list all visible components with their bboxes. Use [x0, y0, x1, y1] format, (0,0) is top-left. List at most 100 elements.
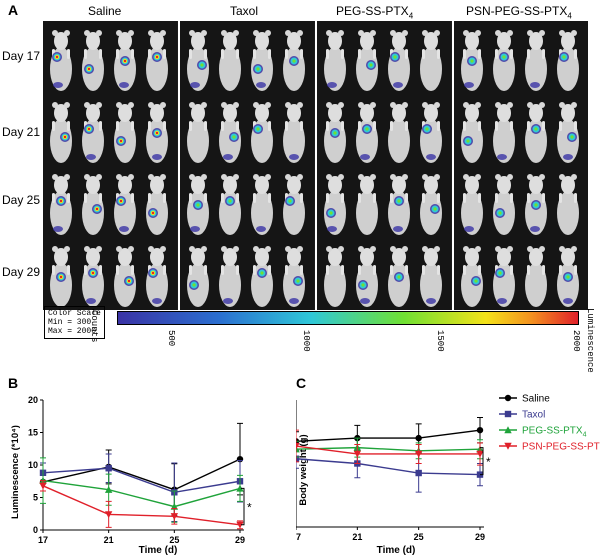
mouse-image — [493, 174, 515, 235]
error-bar — [296, 429, 299, 463]
mouse-image — [251, 246, 273, 307]
mouse-image — [283, 102, 305, 163]
mouse-image — [324, 30, 346, 91]
mouse-image — [324, 174, 346, 235]
mouse-image — [146, 30, 168, 91]
image-cell — [317, 237, 451, 310]
image-row-day-25 — [43, 165, 588, 238]
series-line — [296, 445, 480, 455]
c-y-axis-label: Body weight (g) — [298, 434, 309, 505]
image-cell — [180, 237, 314, 310]
c-x-axis-label: Time (d) — [377, 545, 416, 556]
y-tick-label: 20 — [28, 395, 38, 405]
mouse-image — [219, 174, 241, 235]
mouse-image — [219, 102, 241, 163]
mouse-image — [187, 174, 209, 235]
mouse-image — [525, 246, 547, 307]
image-cell — [180, 165, 314, 238]
legend-label: PSN-PEG-SS-PTX4 — [522, 442, 600, 455]
day-label-25: Day 25 — [2, 193, 41, 207]
data-point — [476, 450, 484, 458]
significance-bracket — [480, 447, 484, 476]
mouse-image — [82, 174, 104, 235]
image-cell — [454, 237, 588, 310]
significance-star: * — [486, 455, 491, 469]
mouse-image — [283, 246, 305, 307]
mouse-image — [82, 102, 104, 163]
legend-marker — [504, 442, 512, 450]
scale-tick-500: 500 — [166, 330, 176, 347]
group-separator — [452, 237, 454, 310]
image-cell — [454, 165, 588, 238]
color-scale-info-box: Color Scale Min = 300 Max = 2000 — [44, 306, 105, 339]
legend-item: Taxol — [499, 410, 545, 421]
group-separator — [315, 165, 317, 238]
mouse-image — [219, 30, 241, 91]
group-separator — [315, 93, 317, 166]
mouse-image — [146, 174, 168, 235]
mouse-image — [356, 30, 378, 91]
mouse-image — [114, 30, 136, 91]
image-cell — [454, 21, 588, 94]
group-label-peg-ss-ptx4: PEG-SS-PTX4 — [336, 4, 414, 21]
mouse-image — [557, 246, 579, 307]
scale-tick-1500: 1500 — [435, 330, 445, 352]
series-line — [296, 446, 481, 452]
series-line — [296, 458, 481, 476]
group-separator — [315, 21, 317, 94]
mouse-image — [146, 246, 168, 307]
data-point — [104, 511, 113, 519]
mouse-image — [388, 246, 410, 307]
group-label-psn-peg-ss-ptx4: PSN-PEG-SS-PTX4 — [466, 4, 572, 21]
image-cell — [317, 93, 451, 166]
panel-b-letter: B — [8, 375, 18, 391]
mouse-image — [82, 30, 104, 91]
data-point — [236, 484, 244, 492]
data-point — [415, 434, 422, 442]
b-y-axis-label: Luminescence (*10⁴) — [10, 425, 21, 519]
series-line — [296, 429, 481, 442]
day-label-17: Day 17 — [2, 49, 41, 63]
x-tick-label: 21 — [104, 535, 114, 545]
data-point — [415, 469, 422, 477]
x-tick-label: 17 — [38, 535, 48, 545]
y-tick-label: 0 — [33, 525, 38, 535]
mouse-image — [324, 246, 346, 307]
group-separator — [178, 21, 180, 94]
series-taxol — [39, 453, 244, 523]
mouse-image — [283, 174, 305, 235]
mouse-image — [356, 102, 378, 163]
counts-label: Counts — [89, 310, 99, 343]
day-label-29: Day 29 — [2, 265, 41, 279]
data-point — [170, 513, 179, 521]
series-line — [42, 467, 241, 494]
mouse-image — [114, 246, 136, 307]
series-psn-peg-ss-ptx4 — [39, 480, 244, 530]
b-x-axis-label: Time (d) — [139, 545, 178, 556]
legend-label: PEG-SS-PTX4 — [522, 426, 587, 439]
data-point — [236, 521, 244, 529]
mouse-image — [251, 174, 273, 235]
mouse-image — [50, 174, 72, 235]
panel-c-letter: C — [296, 375, 306, 391]
scale-tick-2000: 2000 — [571, 330, 581, 352]
series-peg-ss-ptx4 — [296, 437, 484, 460]
mouse-image — [324, 102, 346, 163]
image-cell — [317, 165, 451, 238]
mouse-image — [251, 30, 273, 91]
mouse-image — [557, 174, 579, 235]
mouse-image — [356, 246, 378, 307]
group-separator — [452, 93, 454, 166]
mouse-image — [219, 246, 241, 307]
image-cell — [43, 237, 177, 310]
group-separator — [178, 237, 180, 310]
group-separator — [452, 21, 454, 94]
mouse-image — [388, 102, 410, 163]
mouse-image — [187, 102, 209, 163]
significance-bracket — [241, 487, 245, 526]
mouse-image — [461, 246, 483, 307]
error-bar — [296, 440, 299, 458]
mouse-image — [50, 246, 72, 307]
legend-item: PEG-SS-PTX4 — [499, 426, 587, 439]
day-label-21: Day 21 — [2, 125, 41, 139]
